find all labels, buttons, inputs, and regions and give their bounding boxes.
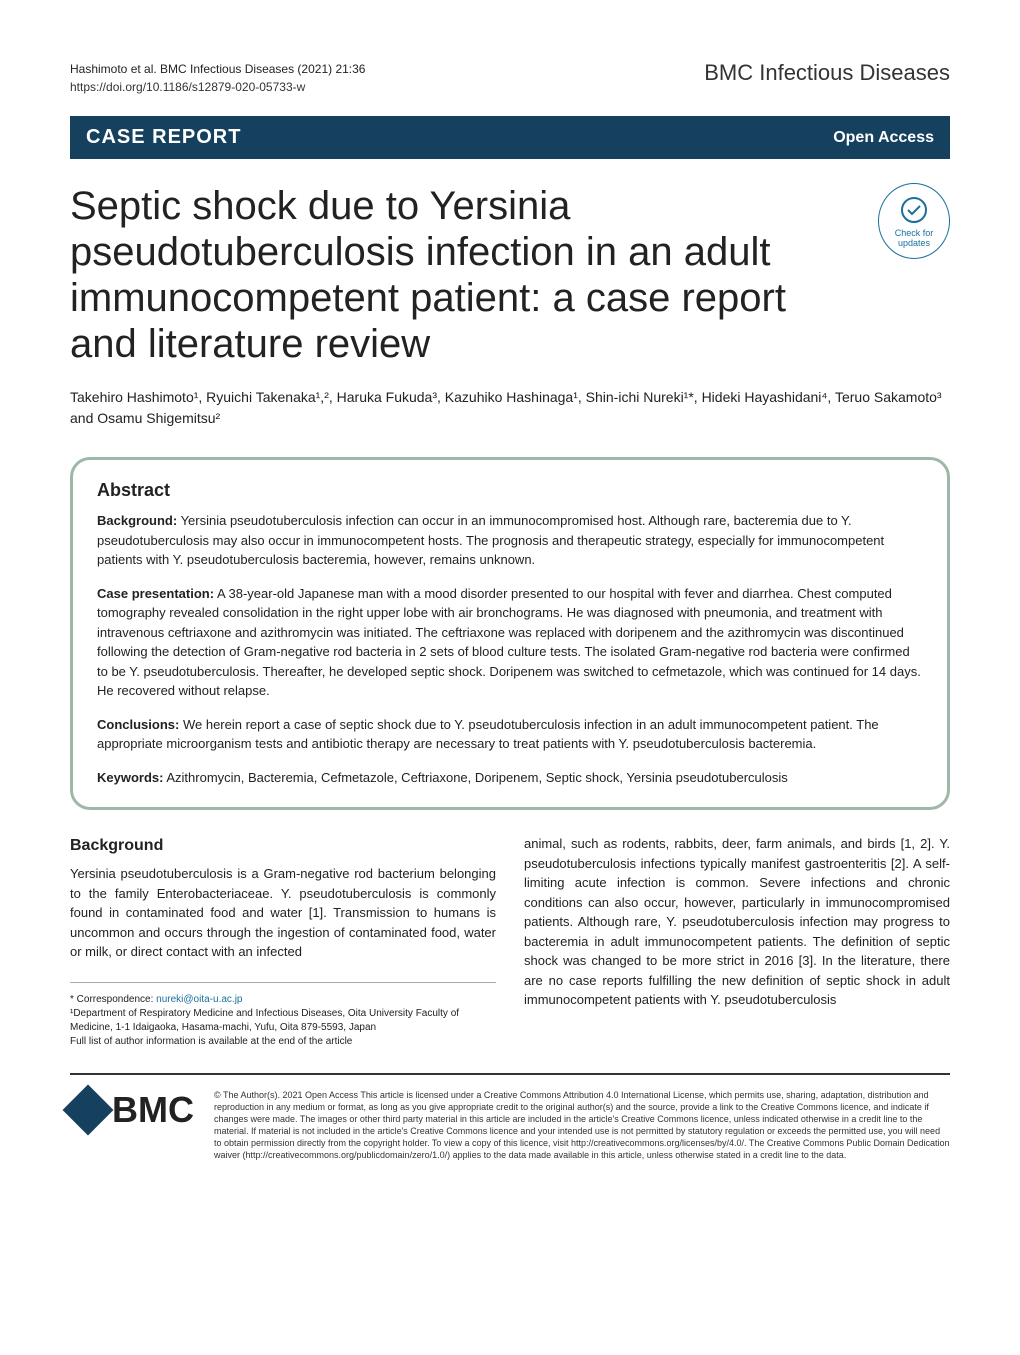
header-left: Hashimoto et al. BMC Infectious Diseases… xyxy=(70,60,365,96)
abstract-background: Background: Yersinia pseudotuberculosis … xyxy=(97,511,923,570)
journal-name: BMC Infectious Diseases xyxy=(704,60,950,86)
keywords: Keywords: Azithromycin, Bacteremia, Cefm… xyxy=(97,768,923,788)
correspondence-email[interactable]: nureki@oita-u.ac.jp xyxy=(156,994,242,1005)
citation-text: Hashimoto et al. BMC Infectious Diseases… xyxy=(70,60,365,78)
keywords-text: Azithromycin, Bacteremia, Cefmetazole, C… xyxy=(166,770,787,785)
abstract-box: Abstract Background: Yersinia pseudotube… xyxy=(70,457,950,810)
abstract-case-presentation: Case presentation: A 38-year-old Japanes… xyxy=(97,584,923,701)
case-report-label: CASE REPORT xyxy=(86,126,241,149)
header-top: Hashimoto et al. BMC Infectious Diseases… xyxy=(70,60,950,96)
affiliation-text: ¹Department of Respiratory Medicine and … xyxy=(70,1007,496,1035)
abstract-heading: Abstract xyxy=(97,480,923,501)
open-access-label: Open Access xyxy=(833,129,934,147)
abstract-conclusions-text: We herein report a case of septic shock … xyxy=(97,717,879,752)
license-text: © The Author(s). 2021 Open Access This a… xyxy=(214,1089,950,1162)
check-updates-icon xyxy=(898,194,930,226)
case-report-bar: CASE REPORT Open Access xyxy=(70,116,950,159)
footer-bar: BMC © The Author(s). 2021 Open Access Th… xyxy=(70,1073,950,1162)
full-list-text: Full list of author information is avail… xyxy=(70,1035,496,1049)
body-columns: Background Yersinia pseudotuberculosis i… xyxy=(70,834,950,1049)
left-column: Background Yersinia pseudotuberculosis i… xyxy=(70,834,496,1049)
page-container: Hashimoto et al. BMC Infectious Diseases… xyxy=(0,0,1020,1201)
authors-list: Takehiro Hashimoto¹, Ryuichi Takenaka¹,²… xyxy=(70,387,950,429)
background-paragraph-2: animal, such as rodents, rabbits, deer, … xyxy=(524,834,950,1010)
check-updates-badge[interactable]: Check for updates xyxy=(878,183,950,259)
abstract-conclusions: Conclusions: We herein report a case of … xyxy=(97,715,923,754)
keywords-label: Keywords: xyxy=(97,770,163,785)
background-heading: Background xyxy=(70,834,496,858)
bmc-logo: BMC xyxy=(70,1089,194,1131)
footnote-area: * Correspondence: nureki@oita-u.ac.jp ¹D… xyxy=(70,982,496,1049)
abstract-case-text: A 38-year-old Japanese man with a mood d… xyxy=(97,586,921,699)
bmc-logo-text: BMC xyxy=(112,1089,194,1131)
doi-text: https://doi.org/10.1186/s12879-020-05733… xyxy=(70,78,365,96)
correspondence-label: * Correspondence: xyxy=(70,994,153,1005)
correspondence-line: * Correspondence: nureki@oita-u.ac.jp xyxy=(70,993,496,1007)
abstract-case-label: Case presentation: xyxy=(97,586,214,601)
right-column: animal, such as rodents, rabbits, deer, … xyxy=(524,834,950,1049)
article-title: Septic shock due to Yersinia pseudotuber… xyxy=(70,183,862,367)
check-updates-label: Check for updates xyxy=(883,228,945,248)
background-paragraph-1: Yersinia pseudotuberculosis is a Gram-ne… xyxy=(70,864,496,962)
abstract-background-text: Yersinia pseudotuberculosis infection ca… xyxy=(97,513,884,567)
title-row: Septic shock due to Yersinia pseudotuber… xyxy=(70,183,950,367)
abstract-conclusions-label: Conclusions: xyxy=(97,717,179,732)
abstract-background-label: Background: xyxy=(97,513,177,528)
bmc-logo-icon xyxy=(63,1084,114,1135)
